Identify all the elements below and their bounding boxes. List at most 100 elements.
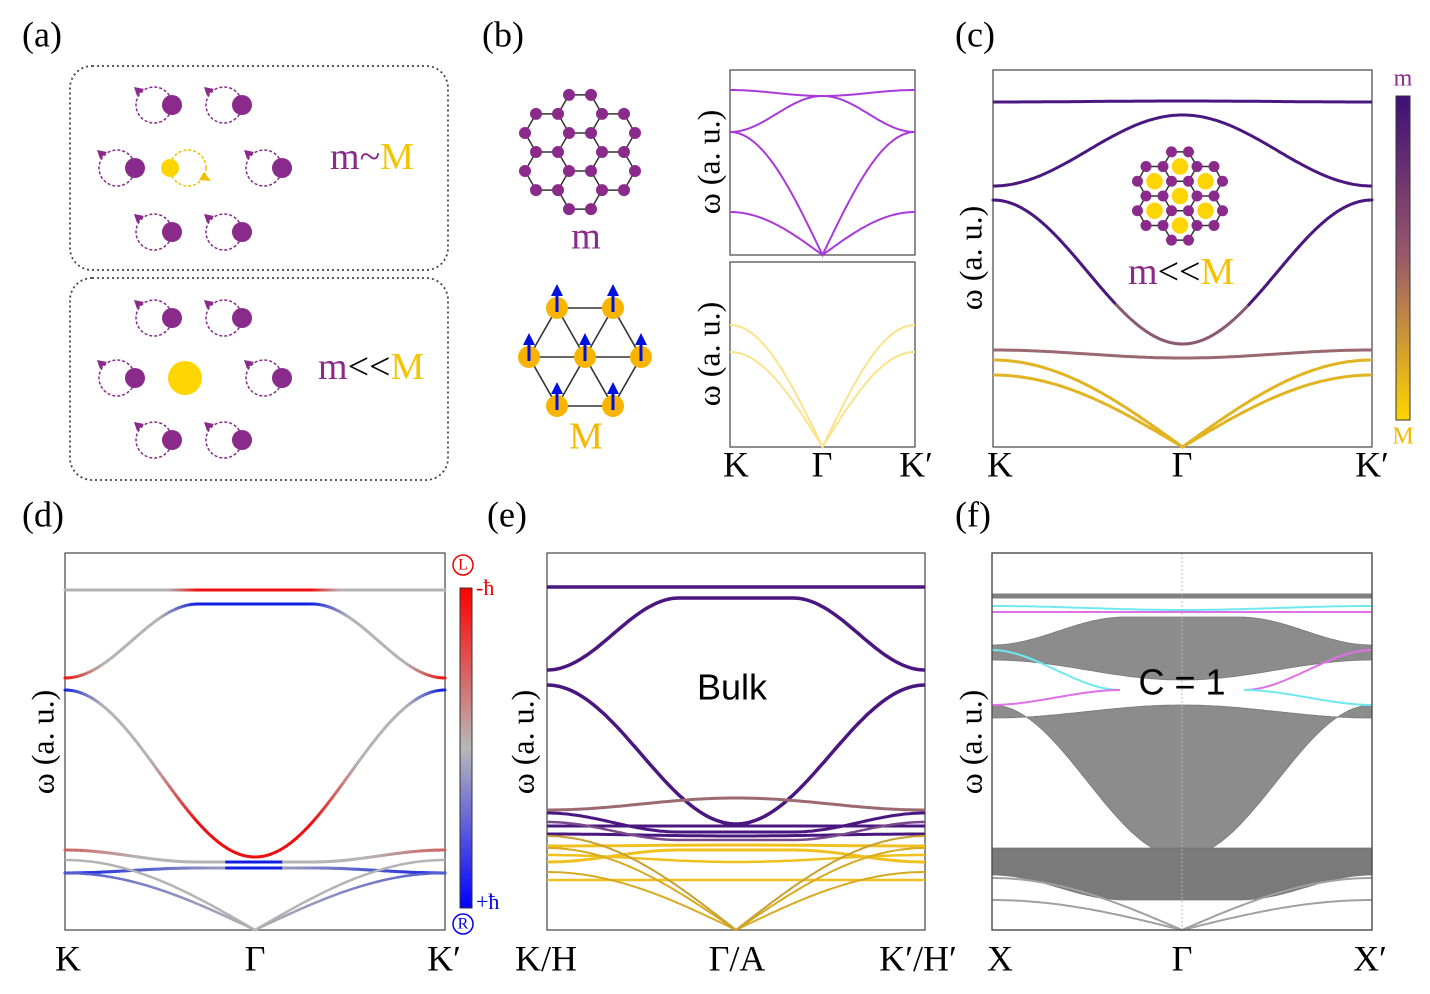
heavy-atom <box>1171 158 1189 175</box>
atom <box>519 165 531 178</box>
atom <box>162 430 182 450</box>
atom <box>162 222 182 242</box>
spin-head <box>551 382 563 394</box>
atom <box>1191 219 1203 231</box>
band <box>730 95 915 133</box>
heavy-atom <box>1146 202 1163 219</box>
sep: << <box>348 346 391 388</box>
atom <box>563 88 575 101</box>
panel-label: (f) <box>955 494 991 534</box>
M: M <box>1200 251 1234 293</box>
box <box>69 65 449 271</box>
x-tick-label: Γ <box>245 938 266 978</box>
arrowhead <box>244 150 254 159</box>
lattice-label: M <box>569 416 603 458</box>
box <box>69 277 449 481</box>
y-axis-label: ω (a. u.) <box>690 110 726 215</box>
atom <box>1183 205 1194 217</box>
band <box>546 596 926 672</box>
band <box>730 324 915 450</box>
atom <box>125 368 145 388</box>
atom <box>563 203 575 216</box>
atom <box>1191 190 1203 202</box>
x-tick-label: X <box>987 938 1013 978</box>
edge-state <box>1243 649 1373 691</box>
icon-label: L <box>458 557 468 574</box>
atom <box>596 184 608 197</box>
colorbar-label: m <box>1394 66 1413 92</box>
atom <box>585 165 597 178</box>
x-tick-label: K/H <box>515 938 577 978</box>
atom <box>1208 219 1220 231</box>
atom <box>618 107 630 120</box>
arrowhead <box>97 150 107 159</box>
atom <box>232 222 252 242</box>
band <box>547 811 925 834</box>
atom <box>1208 190 1220 202</box>
atom <box>596 146 608 158</box>
band <box>547 835 925 932</box>
atom <box>1183 146 1194 158</box>
atom <box>530 146 542 158</box>
atom <box>1166 175 1177 187</box>
x-tick-label: K′ <box>1355 444 1389 484</box>
sep: << <box>1158 251 1201 293</box>
atom <box>232 95 252 115</box>
x-tick-label: K′ <box>427 938 461 978</box>
atom <box>1157 190 1169 202</box>
band <box>993 373 1372 449</box>
atom <box>1140 190 1152 202</box>
spin-head <box>551 284 563 296</box>
panel-label: (a) <box>22 14 62 54</box>
atom <box>1183 234 1194 246</box>
y-axis-label: ω (a. u.) <box>504 690 540 795</box>
arrowhead <box>204 214 214 223</box>
band <box>547 820 925 842</box>
x-tick-label: K′/H′ <box>879 938 957 978</box>
spin-head <box>607 284 619 296</box>
atom <box>618 184 630 197</box>
atom <box>585 203 597 216</box>
atom <box>232 308 252 328</box>
spin-head <box>579 333 591 345</box>
atom <box>1217 205 1228 217</box>
x-tick-label: Γ <box>812 444 833 484</box>
plot-frame <box>991 552 1373 931</box>
atom <box>629 165 641 178</box>
spin-head <box>635 333 647 345</box>
atom <box>161 159 179 177</box>
atom <box>1140 161 1152 173</box>
x-tick-label: K <box>723 444 749 484</box>
atom <box>519 126 531 139</box>
ratio-label: m~M <box>330 136 414 178</box>
atom <box>162 95 182 115</box>
annotation: C = 1 <box>1138 662 1225 703</box>
arrowhead <box>204 422 214 431</box>
panel-label: (b) <box>482 14 524 54</box>
x-tick-label: Γ <box>1172 444 1193 484</box>
atom <box>125 158 145 178</box>
colorbar <box>459 587 473 909</box>
edge-state <box>991 689 1121 706</box>
panel-label: (c) <box>955 14 995 54</box>
y-axis-label: ω (a. u.) <box>24 690 60 795</box>
atom <box>552 107 564 120</box>
colorbar <box>1395 95 1411 421</box>
y-axis-label: ω (a. u.) <box>690 302 726 407</box>
atom <box>563 165 575 178</box>
atom <box>272 368 292 388</box>
atom <box>1157 219 1169 231</box>
band <box>547 847 925 932</box>
band <box>993 348 1372 360</box>
m: m <box>330 136 360 178</box>
atom <box>1217 175 1228 187</box>
heavy-atom <box>1146 173 1163 190</box>
y-axis-label: ω (a. u.) <box>952 206 988 311</box>
arrowhead <box>204 87 214 96</box>
atom <box>552 184 564 197</box>
icon-label: R <box>458 916 469 933</box>
arrowhead <box>244 360 254 369</box>
atom <box>272 158 292 178</box>
band <box>547 832 925 838</box>
